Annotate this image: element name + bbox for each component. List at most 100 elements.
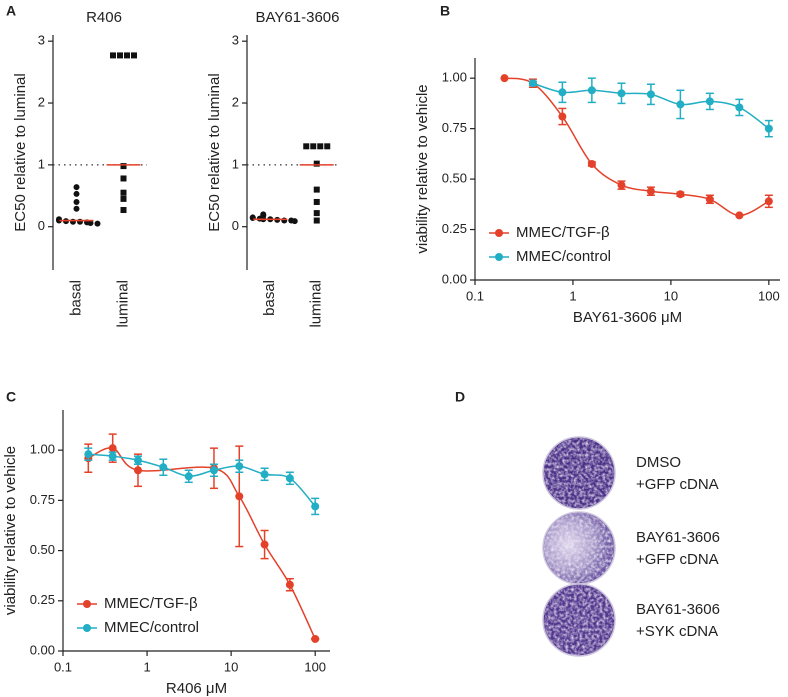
data-point <box>313 160 320 167</box>
panel-label: C <box>6 389 16 405</box>
data-point <box>133 456 142 465</box>
data-point <box>311 502 320 511</box>
data-point <box>184 472 193 481</box>
y-tick-label: 1.00 <box>30 442 55 457</box>
panel-label: D <box>455 389 465 405</box>
data-point <box>120 207 127 214</box>
data-point <box>94 220 101 227</box>
data-point <box>73 205 80 212</box>
y-tick-label: 0.25 <box>30 592 55 607</box>
curve <box>88 453 316 507</box>
data-point <box>120 163 127 170</box>
x-tick-label: 1 <box>569 288 576 303</box>
legend-marker <box>495 253 503 261</box>
well-image <box>542 583 616 657</box>
data-point <box>311 634 320 643</box>
well-label: BAY61-3606 <box>636 601 720 618</box>
y-axis-label: EC50 relative to luminal <box>206 73 223 231</box>
data-point <box>110 52 116 59</box>
data-point <box>70 218 76 225</box>
data-point <box>313 186 320 193</box>
data-point <box>500 74 509 83</box>
data-point <box>235 462 244 471</box>
legend-marker <box>83 624 91 632</box>
y-tick-label: 1 <box>232 156 239 171</box>
data-point <box>73 198 80 205</box>
data-point <box>77 218 83 225</box>
data-point <box>159 463 168 472</box>
data-point <box>310 143 317 150</box>
data-point <box>587 159 596 168</box>
y-tick-label: 3 <box>232 33 239 48</box>
data-point <box>120 175 127 182</box>
data-point <box>131 52 137 59</box>
well-label: +GFP cDNA <box>636 476 719 493</box>
well-label: +GFP cDNA <box>636 551 719 568</box>
legend-label: MMEC/TGF-β <box>516 224 610 241</box>
y-tick-label: 0.00 <box>30 642 55 657</box>
well-label: BAY61-3606 <box>636 529 720 546</box>
data-point <box>313 198 320 205</box>
data-point <box>84 450 93 459</box>
data-point <box>676 190 685 199</box>
data-point <box>528 79 537 88</box>
y-tick-label: 0.75 <box>30 492 55 507</box>
data-point <box>108 452 117 461</box>
data-point <box>317 143 324 150</box>
y-tick-label: 0.25 <box>442 221 467 236</box>
data-point <box>587 86 596 95</box>
legend-label: MMEC/control <box>516 248 611 265</box>
legend-label: MMEC/control <box>104 619 199 636</box>
y-tick-label: 0.75 <box>442 120 467 135</box>
data-point <box>646 187 655 196</box>
legend-marker <box>495 229 503 237</box>
data-point <box>260 540 269 549</box>
data-point <box>705 195 714 204</box>
y-axis-label: viability relative to vehicle <box>2 446 19 615</box>
x-tick-label: 10 <box>224 659 238 674</box>
well-label: +SYK cDNA <box>636 623 718 640</box>
x-tick-label: 0.1 <box>54 659 72 674</box>
data-point <box>676 100 685 109</box>
data-point <box>260 470 269 479</box>
data-point <box>73 184 80 191</box>
x-tick-label: 100 <box>304 659 326 674</box>
y-tick-label: 0.50 <box>30 542 55 557</box>
y-tick-label: 0.50 <box>442 171 467 186</box>
x-axis-label: R406 μM <box>166 680 227 697</box>
x-axis-label: BAY61-3606 μM <box>573 309 682 326</box>
data-point <box>558 88 567 97</box>
data-point <box>313 217 320 224</box>
well-image <box>542 511 616 585</box>
data-point <box>764 197 773 206</box>
data-point <box>324 143 331 150</box>
x-tick-label: 100 <box>758 288 780 303</box>
data-point <box>735 211 744 220</box>
x-tick-label: luminal <box>308 280 325 328</box>
data-point <box>646 90 655 99</box>
data-point <box>285 580 294 589</box>
data-point <box>303 143 310 150</box>
panel-label: A <box>6 3 16 19</box>
y-tick-label: 0.00 <box>442 271 467 286</box>
data-point <box>56 217 62 224</box>
x-tick-label: 0.1 <box>466 288 484 303</box>
y-tick-label: 1 <box>38 156 45 171</box>
legend-label: MMEC/TGF-β <box>104 595 198 612</box>
chart-title: BAY61-3606 <box>256 9 340 26</box>
y-tick-label: 1.00 <box>442 70 467 85</box>
data-point <box>558 112 567 121</box>
y-axis-label: EC50 relative to luminal <box>12 73 29 231</box>
x-tick-label: luminal <box>114 280 131 328</box>
data-point <box>291 218 298 225</box>
data-point <box>108 444 117 453</box>
data-point <box>617 89 626 98</box>
data-point <box>249 215 256 222</box>
x-tick-label: 1 <box>143 659 150 674</box>
well-image <box>542 436 616 510</box>
data-point <box>209 466 218 475</box>
data-point <box>87 220 94 226</box>
data-point <box>73 190 80 197</box>
x-tick-label: basal <box>67 280 84 316</box>
